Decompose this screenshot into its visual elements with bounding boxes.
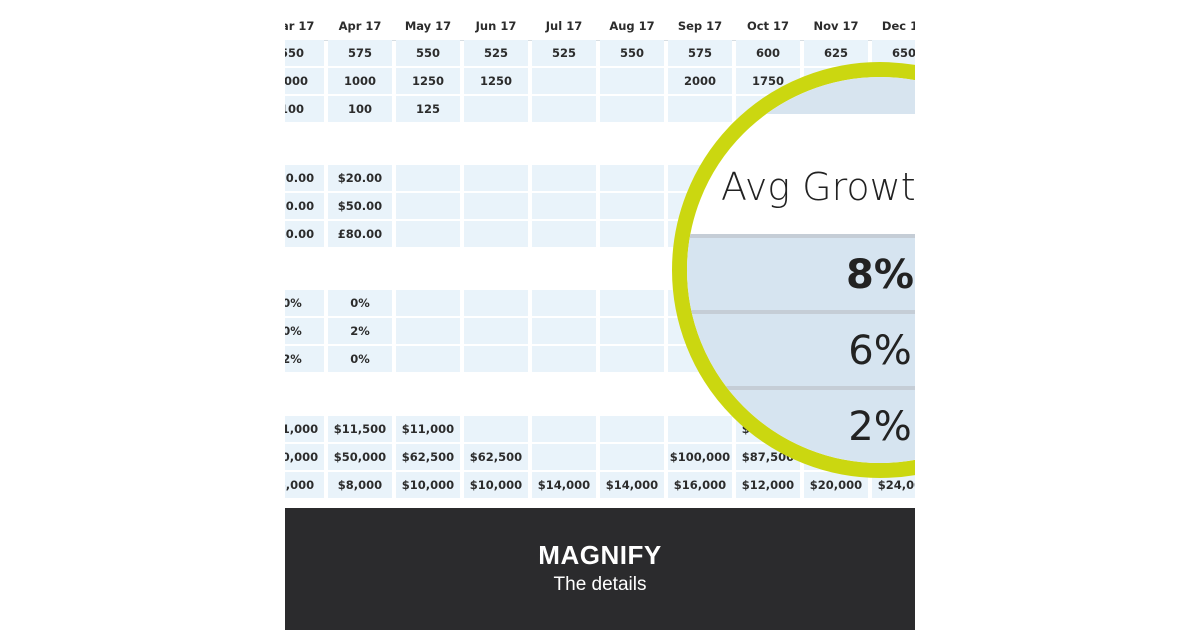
table-cell: 1250 [464, 68, 528, 94]
table-cell [532, 444, 596, 470]
column-header: Apr 17 [338, 19, 382, 33]
table-cell [464, 221, 528, 247]
table-cell: 550 [600, 40, 664, 66]
table-cell: $50,000 [328, 444, 392, 470]
table-cell: 100 [328, 96, 392, 122]
column-header: Dec 17 [881, 19, 915, 33]
table-cell [532, 221, 596, 247]
table-cell [600, 221, 664, 247]
table-cell [532, 346, 596, 372]
table-cell [464, 193, 528, 219]
table-cell [464, 346, 528, 372]
table-cell: 125 [396, 96, 460, 122]
table-cell [600, 96, 664, 122]
table-cell: 100 [285, 96, 324, 122]
table-cell: 2% [285, 346, 324, 372]
table-cell: $14,000 [532, 472, 596, 498]
table-cell [600, 318, 664, 344]
table-cell: 0% [328, 346, 392, 372]
table-cell: $50,000 [285, 444, 324, 470]
table-cell: $11,000 [396, 416, 460, 442]
table-cell: $60.00 [285, 221, 324, 247]
table-cell: $62,500 [464, 444, 528, 470]
column-header: May 17 [404, 19, 452, 33]
column-header: Mar 17 [285, 19, 315, 33]
lens-value-3: 2% [687, 386, 915, 463]
lens-value-2: 6% [687, 310, 915, 388]
column-header: Jul 17 [545, 19, 583, 33]
table-cell [600, 68, 664, 94]
table-cell: 0% [285, 290, 324, 316]
table-cell [396, 193, 460, 219]
table-cell [464, 290, 528, 316]
table-cell [396, 346, 460, 372]
table-cell: $20.00 [285, 165, 324, 191]
caption-bar: MAGNIFY The details [285, 508, 915, 630]
table-cell: 1000 [285, 68, 324, 94]
table-cell: 525 [532, 40, 596, 66]
table-cell: $10,000 [464, 472, 528, 498]
table-cell [396, 318, 460, 344]
table-cell: $11,000 [285, 416, 324, 442]
table-cell [396, 221, 460, 247]
table-cell: 575 [668, 40, 732, 66]
table-cell: $62,500 [396, 444, 460, 470]
column-header: Jun 17 [475, 19, 517, 33]
table-cell [532, 318, 596, 344]
table-cell: $6,000 [285, 472, 324, 498]
column-header: Sep 17 [677, 19, 723, 33]
table-cell [396, 165, 460, 191]
table-cell: 1000 [328, 68, 392, 94]
table-cell: 550 [396, 40, 460, 66]
table-cell: $20.00 [328, 165, 392, 191]
table-cell [600, 416, 664, 442]
table-cell: 550 [285, 40, 324, 66]
table-cell [600, 193, 664, 219]
table-cell [532, 68, 596, 94]
table-cell [600, 290, 664, 316]
table-cell [464, 416, 528, 442]
lens-value-1: 8% [687, 234, 915, 312]
table-cell: 575 [328, 40, 392, 66]
table-cell: 650 [872, 40, 915, 66]
table-cell: $11,500 [328, 416, 392, 442]
table-cell [600, 165, 664, 191]
column-header: Nov 17 [813, 19, 859, 33]
table-cell: $50.00 [328, 193, 392, 219]
table-cell: $14,000 [600, 472, 664, 498]
table-cell [532, 290, 596, 316]
table-cell [532, 165, 596, 191]
lens-top-band [687, 77, 915, 114]
table-cell: £80.00 [328, 221, 392, 247]
table-cell: $8,000 [328, 472, 392, 498]
table-cell [396, 290, 460, 316]
table-cell: 525 [464, 40, 528, 66]
caption-subtitle: The details [553, 574, 647, 595]
table-cell [532, 96, 596, 122]
table-cell: 600 [736, 40, 800, 66]
table-cell [532, 416, 596, 442]
table-cell: $12,000 [736, 472, 800, 498]
table-cell [600, 346, 664, 372]
table-cell: 0% [328, 290, 392, 316]
table-cell [464, 96, 528, 122]
table-cell [464, 165, 528, 191]
table-cell [600, 444, 664, 470]
column-header: Oct 17 [746, 19, 790, 33]
table-cell: $50.00 [285, 193, 324, 219]
promo-panel: Mar 17 Apr 17 May 17 Jun 17 Jul 17 Aug 17 Sep … [285, 0, 915, 630]
caption-title: MAGNIFY [538, 540, 662, 570]
table-cell: $16,000 [668, 472, 732, 498]
table-cell [532, 193, 596, 219]
table-cell [464, 318, 528, 344]
table-cell: 625 [804, 40, 868, 66]
table-cell: 0% [285, 318, 324, 344]
column-header: Aug 17 [609, 19, 655, 33]
table-cell: $10,000 [396, 472, 460, 498]
lens-title: Avg Growth Rate [721, 165, 915, 209]
magnifier-lens: Avg Growth Rate 8% 6% 2% [672, 62, 915, 478]
table-cell: 2% [328, 318, 392, 344]
table-cell: 1250 [396, 68, 460, 94]
